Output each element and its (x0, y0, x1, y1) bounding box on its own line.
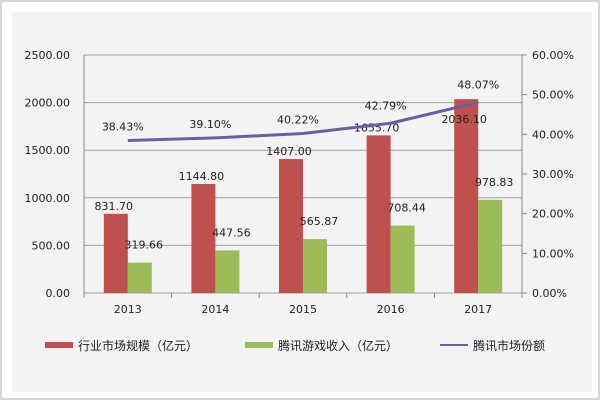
line-data-label: 39.10% (189, 118, 231, 131)
line-data-label: 38.43% (102, 121, 144, 134)
y2-tick-label: 20.00% (532, 208, 574, 221)
data-label: 565.87 (300, 215, 339, 228)
data-label: 1407.00 (266, 145, 312, 158)
y2-tick-label: 60.00% (532, 49, 574, 62)
y-tick-label: 0.00 (46, 287, 71, 300)
bar-industry (103, 213, 128, 293)
y2-tick-label: 10.00% (532, 247, 574, 260)
legend-swatch (45, 342, 73, 348)
x-tick-label: 2014 (201, 303, 229, 316)
y-tick-label: 2000.00 (25, 97, 71, 110)
y2-tick-label: 30.00% (532, 168, 574, 181)
bar-tencent (478, 199, 503, 293)
x-tick-label: 2013 (114, 303, 142, 316)
x-tick-label: 2015 (289, 303, 317, 316)
bar-tencent (390, 225, 415, 293)
data-label: 831.70 (95, 200, 134, 213)
bar-industry (191, 184, 216, 293)
line-data-label: 40.22% (277, 113, 319, 126)
bar-tencent (215, 250, 240, 293)
bar-industry (454, 99, 479, 294)
data-label: 1144.80 (179, 170, 225, 183)
line-data-label: 42.79% (365, 99, 407, 112)
line-data-label: 48.07% (457, 78, 499, 91)
data-label: 319.66 (125, 239, 164, 252)
bar-industry (366, 135, 391, 293)
bar-tencent (303, 239, 327, 293)
data-label: 708.44 (387, 202, 426, 215)
data-label: 2036.10 (441, 113, 487, 126)
y-tick-label: 500.00 (32, 239, 71, 252)
y2-tick-label: 50.00% (532, 89, 574, 102)
x-tick-label: 2017 (464, 303, 492, 316)
bar-industry (279, 159, 303, 293)
data-label: 978.83 (475, 176, 514, 189)
legend-label: 腾讯市场份额 (473, 338, 545, 353)
x-tick-label: 2016 (377, 303, 405, 316)
legend-label: 行业市场规模（亿元） (78, 338, 198, 353)
line-market-share (127, 100, 479, 143)
data-label: 447.56 (212, 226, 251, 239)
y-tick-label: 1500.00 (25, 144, 71, 157)
y-tick-label: 1000.00 (25, 192, 71, 205)
legend-swatch (245, 342, 273, 348)
bar-tencent (127, 262, 152, 293)
y2-tick-label: 0.00% (532, 287, 567, 300)
y2-tick-label: 40.00% (532, 128, 574, 141)
y-tick-label: 2500.00 (25, 49, 71, 62)
legend-label: 腾讯游戏收入（亿元） (278, 338, 398, 353)
